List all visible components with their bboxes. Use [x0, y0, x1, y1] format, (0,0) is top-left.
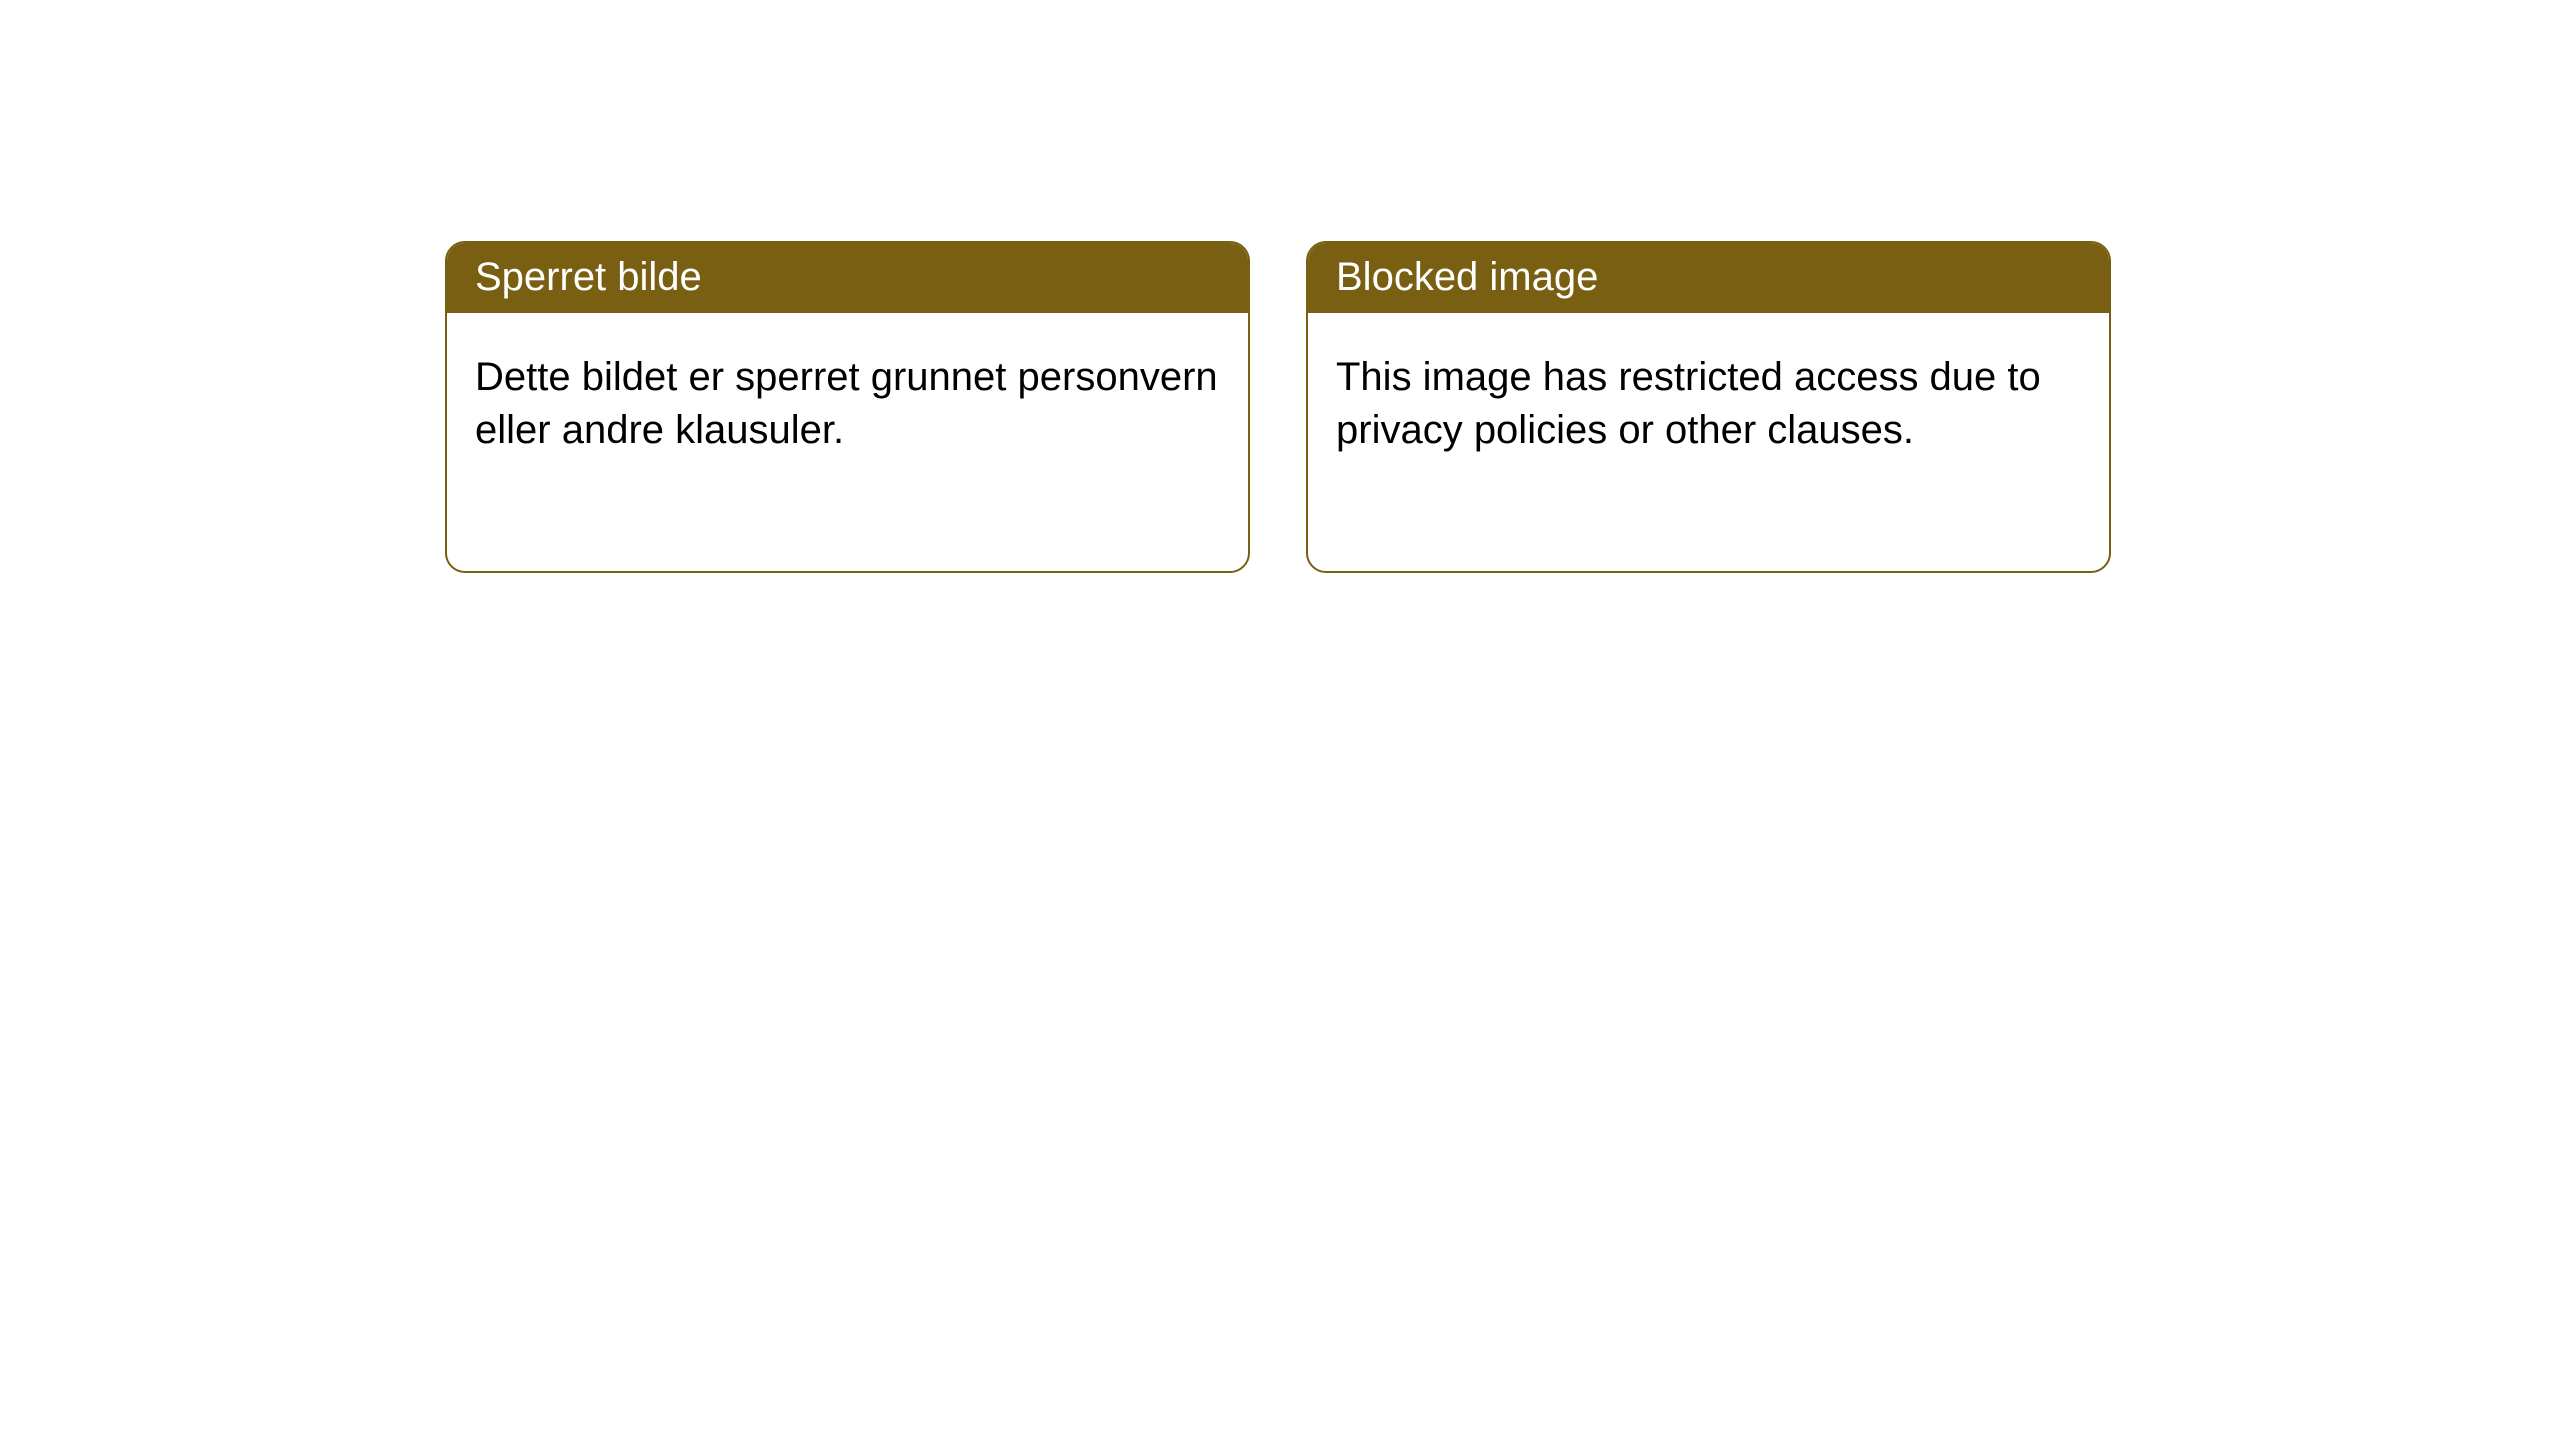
notice-header: Blocked image	[1308, 243, 2109, 313]
notice-header: Sperret bilde	[447, 243, 1248, 313]
notice-body: Dette bildet er sperret grunnet personve…	[447, 313, 1248, 485]
notice-card-norwegian: Sperret bilde Dette bildet er sperret gr…	[445, 241, 1250, 573]
notice-container: Sperret bilde Dette bildet er sperret gr…	[445, 241, 2111, 573]
notice-card-english: Blocked image This image has restricted …	[1306, 241, 2111, 573]
notice-body: This image has restricted access due to …	[1308, 313, 2109, 485]
